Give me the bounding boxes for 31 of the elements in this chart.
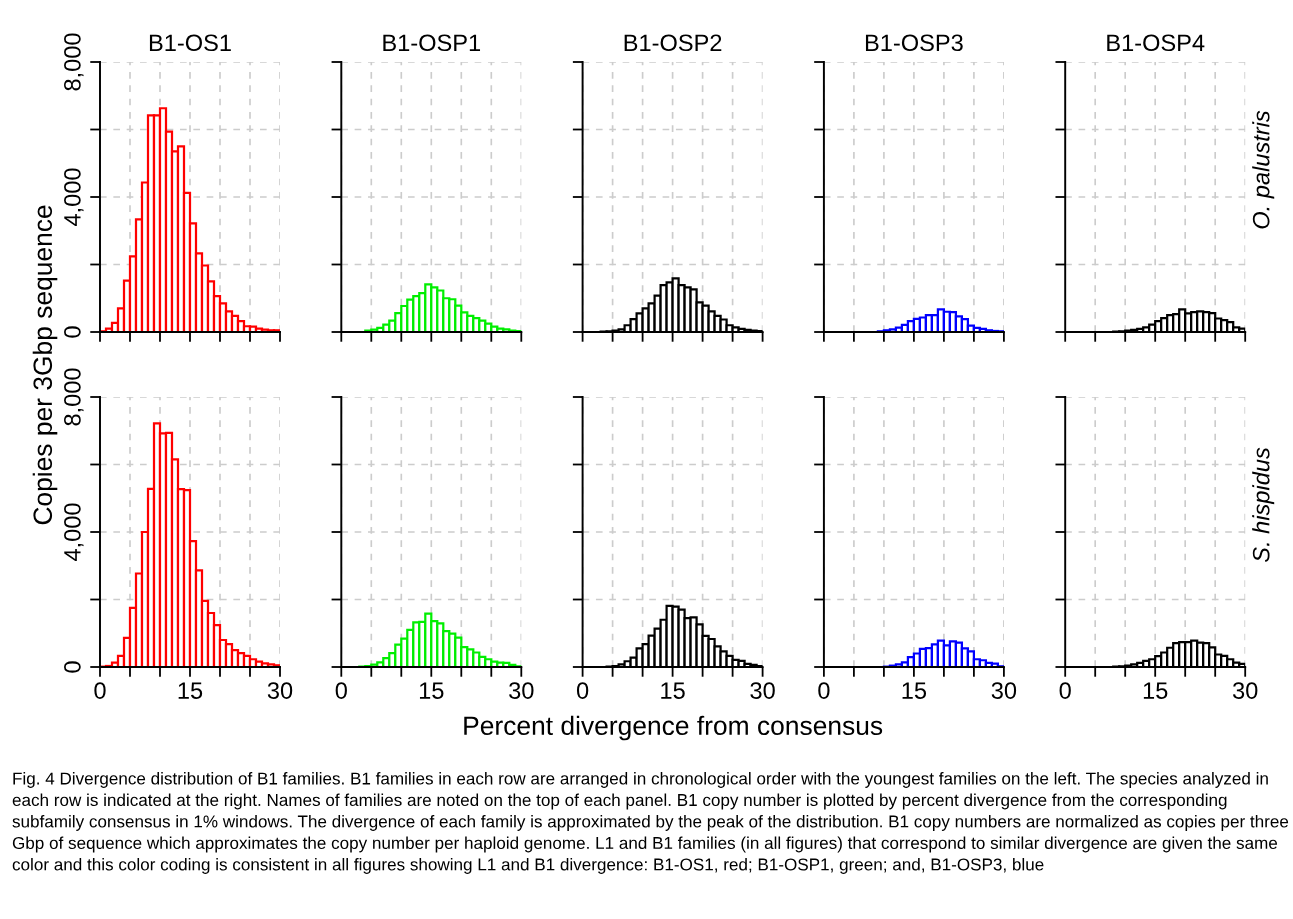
x-tick-label: 15 (1143, 682, 1168, 699)
y-tick-label: 8,000 (64, 368, 84, 426)
y-axis-title: Copies per 3Gbp sequence (32, 205, 58, 525)
x-tick-label: 15 (178, 682, 203, 699)
x-tick-label: 15 (902, 682, 927, 699)
x-axis-title: Percent divergence from consensus (464, 715, 883, 741)
chart-title: B1-OS1 (149, 34, 231, 52)
chart-title: B1-OSP2 (624, 34, 722, 52)
x-tick-label: 30 (1232, 682, 1258, 699)
x-tick-label: 30 (509, 682, 534, 699)
x-tick-label: 30 (750, 682, 775, 699)
x-tick-label: 0 (576, 682, 589, 699)
chart-title: B1-OSP1 (383, 34, 481, 52)
x-tick-label: 15 (419, 682, 444, 699)
y-tick-label: 0 (64, 661, 81, 673)
x-tick-label: 30 (267, 682, 293, 699)
caption: Fig. 4 Divergence distribution of B1 families. B1 families in each row are arranged in chronological order with the youngest families on the left. The species analyzed in each row is indicated at the right. Names of families are noted on the top of each panel. B1 copy number is plotted by percent divergence from the corresponding subfamily consensus in 1% windows. The divergence of each family is approximated by the peak of the distribution. B1 copy numbers are normalized as copies per three Gbp of sequence which approximates the copy number per haploid genome. L1 and B1 families (in all figures) that correspond to similar divergence are given the same color and this color coding is consistent in all figures showing L1 and B1 divergence: B1-OS1, red; B1-OSP1, green; and, B1-OSP3, blue (12, 772, 1289, 874)
y-tick-label: 4,000 (64, 503, 84, 561)
x-tick-label: 0 (335, 682, 347, 699)
text: S. hispidus (1252, 447, 1275, 563)
chart-title: B1-OSP4 (1107, 34, 1205, 52)
y-tick-label: 4,000 (64, 168, 84, 226)
x-tick-label: 0 (818, 682, 830, 699)
chart-title: B1-OSP3 (865, 34, 963, 52)
x-tick-label: 0 (1059, 682, 1071, 699)
x-tick-label: 0 (94, 682, 106, 699)
y-tick-label: 0 (64, 326, 81, 338)
y-tick-label: 8,000 (64, 33, 84, 91)
x-tick-label: 15 (661, 682, 685, 699)
x-tick-label: 30 (991, 682, 1017, 699)
text: O. palustris (1252, 110, 1275, 229)
